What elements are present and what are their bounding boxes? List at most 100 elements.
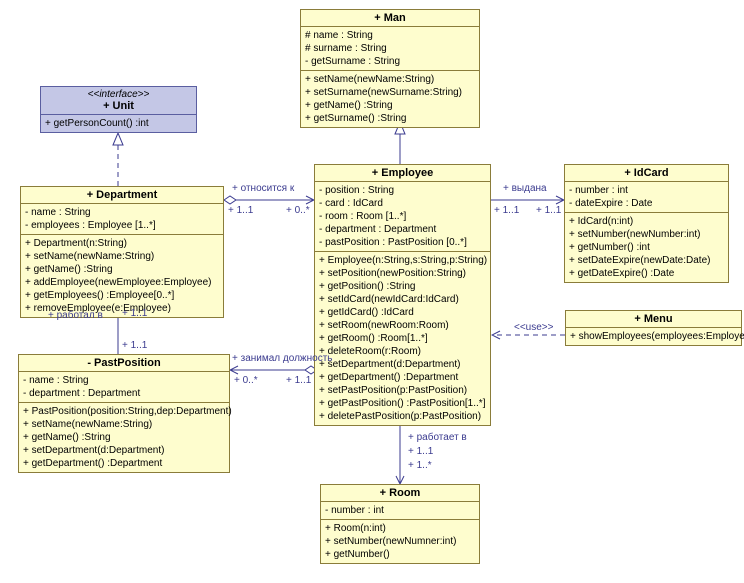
rel-label: + работал в	[48, 310, 103, 321]
member-line: + Employee(n:String,s:String,p:String)	[319, 254, 486, 267]
member-line: + getDepartment() :Department	[319, 371, 486, 384]
mult: + 1..1	[408, 446, 433, 457]
ops-section: + Room(n:int)+ setNumber(newNumner:int)+…	[321, 520, 479, 563]
attrs-section: - name : String- employees : Employee [1…	[21, 204, 223, 235]
member-line: - number : int	[569, 184, 724, 197]
ops-section: + IdCard(n:int)+ setNumber(newNumber:int…	[565, 213, 728, 282]
class-man: + Man # name : String# surname : String-…	[300, 9, 480, 128]
member-line: - number : int	[325, 504, 475, 517]
ops-section: + getPersonCount() :int	[41, 115, 196, 132]
member-line: + deletePastPosition(p:PastPosition)	[319, 410, 486, 423]
ops-section: + setName(newName:String)+ setSurname(ne…	[301, 71, 479, 127]
attrs-section: # name : String# surname : String- getSu…	[301, 27, 479, 71]
class-unit: <<interface>> + Unit + getPersonCount() …	[40, 86, 197, 133]
mult: + 1..1	[122, 308, 147, 319]
member-line: + PastPosition(position:String,dep:Depar…	[23, 405, 225, 418]
mult: + 1..1	[536, 205, 561, 216]
class-header: + Room	[321, 485, 479, 502]
member-line: + setNumber(newNumber:int)	[569, 228, 724, 241]
ops-section: + showEmployees(employees:Employee[0..*]…	[566, 328, 741, 345]
mult: + 1..1	[494, 205, 519, 216]
stereotype: <<interface>>	[45, 89, 192, 100]
member-line: + IdCard(n:int)	[569, 215, 724, 228]
mult: + 1..1	[286, 375, 311, 386]
member-line: + getSurname() :String	[305, 112, 475, 125]
rel-label: + занимал должность	[232, 353, 333, 364]
attrs-section: - number : int	[321, 502, 479, 520]
member-line: + setIdCard(newIdCard:IdCard)	[319, 293, 486, 306]
mult: + 1..1	[122, 340, 147, 351]
class-header: + Department	[21, 187, 223, 204]
member-line: - card : IdCard	[319, 197, 486, 210]
class-header: <<interface>> + Unit	[41, 87, 196, 115]
member-line: + getEmployees() :Employee[0..*]	[25, 289, 219, 302]
attrs-section: - name : String- department : Department	[19, 372, 229, 403]
member-line: + getPersonCount() :int	[45, 117, 192, 130]
member-line: + deleteRoom(r:Room)	[319, 345, 486, 358]
class-menu: + Menu + showEmployees(employees:Employe…	[565, 310, 742, 346]
member-line: - pastPosition : PastPosition [0..*]	[319, 236, 486, 249]
member-line: - department : Department	[23, 387, 225, 400]
member-line: + setName(newName:String)	[305, 73, 475, 86]
mult: + 1..*	[408, 460, 432, 471]
member-line: + Department(n:String)	[25, 237, 219, 250]
member-line: - room : Room [1..*]	[319, 210, 486, 223]
rel-label: + выдана	[503, 183, 547, 194]
member-line: - department : Department	[319, 223, 486, 236]
member-line: + setName(newName:String)	[25, 250, 219, 263]
class-header: + Man	[301, 10, 479, 27]
mult: + 0..*	[286, 205, 310, 216]
member-line: + setPosition(newPosition:String)	[319, 267, 486, 280]
class-employee: + Employee - position : String- card : I…	[314, 164, 491, 426]
rel-label: + относится к	[232, 183, 294, 194]
member-line: + getDateExpire() :Date	[569, 267, 724, 280]
member-line: + getName() :String	[23, 431, 225, 444]
member-line: + getNumber() :int	[569, 241, 724, 254]
member-line: + setDepartment(d:Department)	[23, 444, 225, 457]
class-department: + Department - name : String- employees …	[20, 186, 224, 318]
member-line: + setDateExpire(newDate:Date)	[569, 254, 724, 267]
member-line: - name : String	[23, 374, 225, 387]
member-line: + getRoom() :Room[1..*]	[319, 332, 486, 345]
member-line: - position : String	[319, 184, 486, 197]
member-line: + getPosition() :String	[319, 280, 486, 293]
member-line: # name : String	[305, 29, 475, 42]
class-pastposition: - PastPosition - name : String- departme…	[18, 354, 230, 473]
class-idcard: + IdCard - number : int- dateExpire : Da…	[564, 164, 729, 283]
member-line: + getName() :String	[25, 263, 219, 276]
member-line: + getDepartment() :Department	[23, 457, 225, 470]
member-line: + getPastPosition() :PastPosition[1..*]	[319, 397, 486, 410]
class-header: + IdCard	[565, 165, 728, 182]
attrs-section: - position : String- card : IdCard- room…	[315, 182, 490, 252]
class-header: + Employee	[315, 165, 490, 182]
rel-label: <<use>>	[514, 322, 553, 333]
member-line: # surname : String	[305, 42, 475, 55]
member-line: + getIdCard() :IdCard	[319, 306, 486, 319]
mult: + 0..*	[234, 375, 258, 386]
member-line: - employees : Employee [1..*]	[25, 219, 219, 232]
class-name: + Unit	[103, 100, 134, 112]
ops-section: + PastPosition(position:String,dep:Depar…	[19, 403, 229, 472]
member-line: + getName() :String	[305, 99, 475, 112]
attrs-section: - number : int- dateExpire : Date	[565, 182, 728, 213]
class-room: + Room - number : int + Room(n:int)+ set…	[320, 484, 480, 564]
member-line: + getNumber()	[325, 548, 475, 561]
member-line: + Room(n:int)	[325, 522, 475, 535]
member-line: + setNumber(newNumner:int)	[325, 535, 475, 548]
member-line: + showEmployees(employees:Employee[0..*]…	[570, 330, 737, 343]
rel-label: + работает в	[408, 432, 467, 443]
member-line: + setPastPosition(p:PastPosition)	[319, 384, 486, 397]
ops-section: + Employee(n:String,s:String,p:String)+ …	[315, 252, 490, 425]
member-line: + setSurname(newSurname:String)	[305, 86, 475, 99]
member-line: + setDepartment(d:Department)	[319, 358, 486, 371]
member-line: - dateExpire : Date	[569, 197, 724, 210]
mult: + 1..1	[228, 205, 253, 216]
class-header: + Menu	[566, 311, 741, 328]
ops-section: + Department(n:String)+ setName(newName:…	[21, 235, 223, 317]
member-line: - name : String	[25, 206, 219, 219]
member-line: + addEmployee(newEmployee:Employee)	[25, 276, 219, 289]
member-line: + setName(newName:String)	[23, 418, 225, 431]
member-line: - getSurname : String	[305, 55, 475, 68]
class-header: - PastPosition	[19, 355, 229, 372]
member-line: + setRoom(newRoom:Room)	[319, 319, 486, 332]
